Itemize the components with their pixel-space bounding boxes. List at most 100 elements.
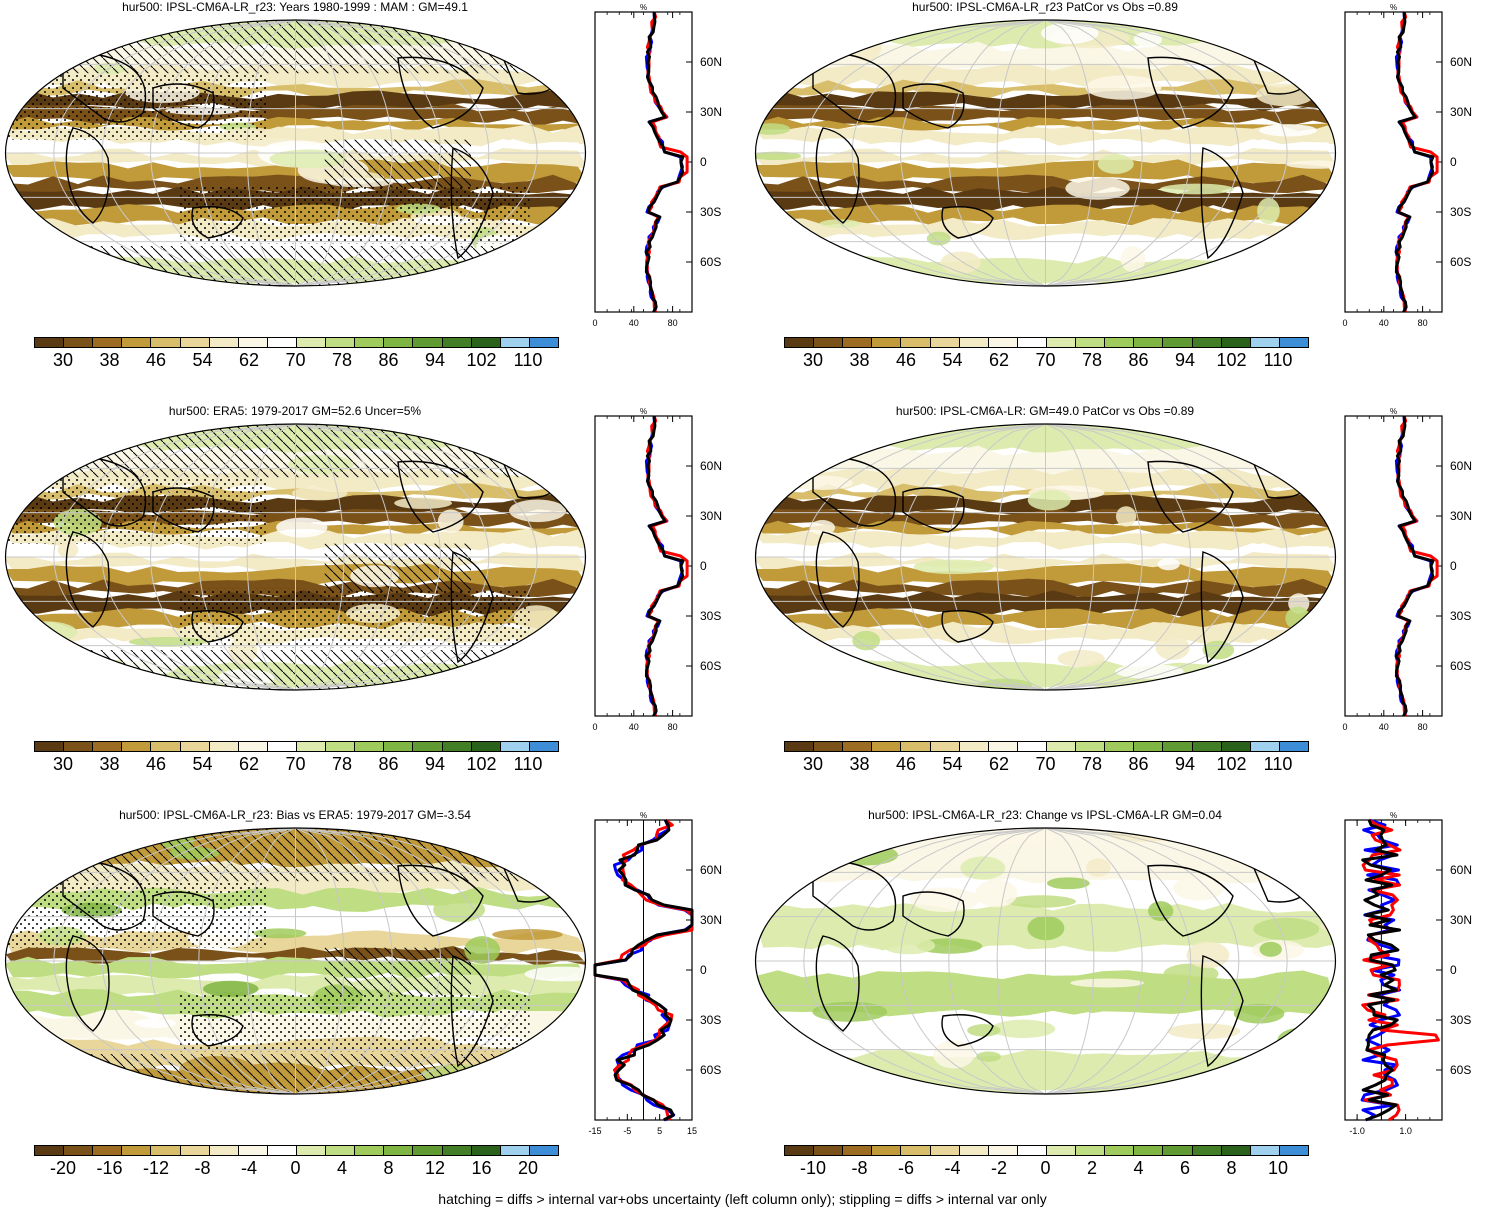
colorbar-swatch [384, 1146, 414, 1155]
zonal-y-label: 30N [1450, 913, 1472, 927]
graticule-lon [295, 20, 538, 286]
colorbar-tick-label: -2 [990, 1158, 1008, 1178]
colorbar-swatch [355, 338, 385, 347]
map-field-blob [43, 433, 85, 447]
zonal-series-model [1361, 818, 1440, 1122]
map-field-blob [814, 1065, 844, 1078]
zonal-frame [594, 11, 693, 313]
colorbar [784, 1145, 1309, 1156]
graticule-lon [246, 828, 296, 1094]
map-field-blob [1233, 1003, 1285, 1024]
map-field-blob [1167, 1023, 1241, 1040]
colorbar-swatch [988, 1146, 1018, 1155]
colorbar-tick-label: 30 [802, 350, 824, 370]
coastline [1200, 551, 1244, 664]
colorbar-swatch [471, 742, 501, 751]
zonal-x-label: 80 [668, 318, 678, 328]
coastline [815, 127, 860, 224]
colorbar-swatch [814, 1146, 844, 1155]
colorbar-swatch [1163, 338, 1193, 347]
coastline [191, 206, 244, 239]
coastline [450, 955, 494, 1068]
map-field-blob [1259, 124, 1318, 137]
colorbar-swatch [238, 338, 268, 347]
coastline [397, 460, 484, 533]
map-field-blob [276, 517, 328, 538]
colorbar-tick-label: 12 [424, 1158, 446, 1178]
map-panel-ensemble: hur500: IPSL-CM6A-LR: GM=49.0 PatCor vs … [750, 404, 1485, 804]
map-field-blob [464, 936, 501, 964]
zonal-x-label: 0 [592, 318, 597, 328]
colorbar-swatch [238, 742, 268, 751]
graticule-lon [1045, 828, 1095, 1094]
coastline [152, 891, 215, 937]
zonal-series-ensemble [644, 415, 685, 717]
map-field-blob [394, 497, 452, 509]
colorbar-swatch [1134, 1146, 1164, 1155]
coastline [902, 487, 965, 533]
graticule-lon [101, 424, 296, 690]
colorbar-labels: 30 38 46 54 62 70 78 86 94 102 110 [784, 350, 1307, 370]
map-field-blob [1172, 875, 1225, 901]
coastline [65, 127, 110, 224]
colorbar-swatch [872, 338, 902, 347]
graticule-lon [1045, 424, 1240, 690]
graticule-lon [198, 424, 296, 690]
colorbar-swatch [35, 1146, 65, 1155]
zonal-y-label: 0 [700, 155, 707, 169]
colorbar-tick-label: 8 [1226, 1158, 1237, 1178]
colorbar-swatch [1163, 1146, 1193, 1155]
footer-note: hatching = diffs > internal var+obs unce… [438, 1191, 1047, 1207]
robinson-map [4, 19, 587, 287]
map-field-blob [5, 437, 61, 465]
colorbar-labels: -20 -16 -12 -8 -4 0 4 8 12 16 20 [34, 1158, 557, 1178]
zonal-mean-plot: 0 40 80% 60N 30N 0 30S 60S [592, 3, 722, 328]
map-outline [754, 827, 1337, 1095]
graticule-lon [948, 20, 1046, 286]
coastline [65, 935, 110, 1032]
stippling-overlay-sh [178, 992, 530, 1052]
map-field-blob [1163, 963, 1219, 985]
graticule-lon [1045, 20, 1192, 286]
zonal-x-label: 40 [1379, 722, 1389, 732]
graticule-lon [1045, 828, 1240, 1094]
colorbar-swatch [122, 742, 152, 751]
colorbar-swatch [122, 338, 152, 347]
colorbar-tick-label: 94 [1174, 350, 1196, 370]
coastline [815, 935, 860, 1032]
colorbar-tick-label: 94 [424, 350, 446, 370]
colorbar-swatch [1221, 338, 1251, 347]
graticule-lon [149, 20, 296, 286]
colorbar-swatch [1279, 1146, 1308, 1155]
map-field-blob [909, 887, 980, 912]
map-field-blob [1277, 1027, 1322, 1054]
graticule-lon [1045, 424, 1192, 690]
map-field-blob [787, 437, 829, 447]
zonal-x-label: 0 [1342, 722, 1347, 732]
zonal-unit-label: % [1390, 3, 1397, 12]
colorbar-tick-label: 102 [466, 754, 497, 774]
colorbar-swatch [384, 742, 414, 751]
colorbar-tick-label: 70 [285, 350, 306, 370]
colorbar [34, 337, 559, 348]
colorbar-swatch [180, 338, 210, 347]
coastline [450, 147, 494, 260]
map-outline [4, 423, 587, 691]
zonal-y-label: 60S [700, 255, 721, 269]
coastline [815, 531, 860, 628]
colorbar-tick-label: -16 [96, 1158, 123, 1178]
graticule-lon [948, 424, 1046, 690]
zonal-y-label: 30N [1450, 509, 1472, 523]
zonal-frame [1344, 11, 1443, 313]
colorbar-tick-label: -6 [897, 1158, 915, 1178]
colorbar-swatch [901, 742, 931, 751]
graticule-lon [1045, 828, 1192, 1094]
zonal-series-ensemble [644, 11, 685, 313]
colorbar-swatch [529, 1146, 558, 1155]
graticule-lon [295, 424, 345, 690]
stippling-overlay-nh [5, 477, 267, 544]
map-field-blob [5, 20, 43, 32]
colorbar-tick-label: 2 [1086, 1158, 1098, 1178]
stippling-overlay-nh [5, 73, 267, 140]
hatching-overlay-tropics [324, 947, 471, 996]
